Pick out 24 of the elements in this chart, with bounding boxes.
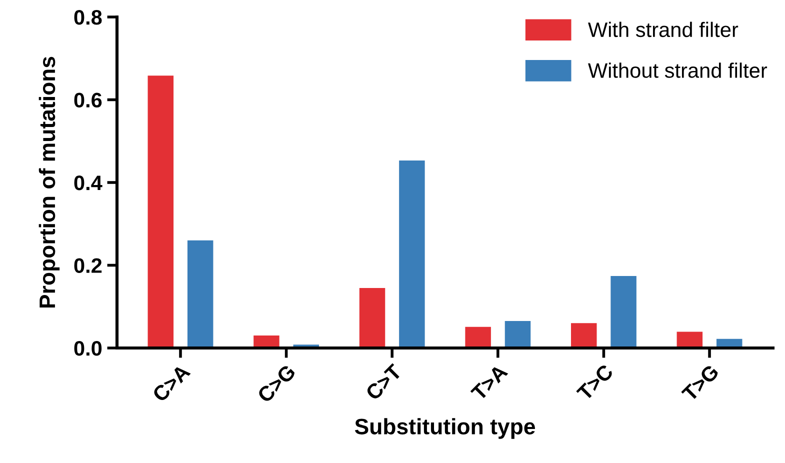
- x-axis-title: Substitution type: [354, 418, 535, 439]
- y-tick-label: 0.2: [74, 258, 102, 274]
- bar: [186, 240, 214, 348]
- y-tick-label: 0.4: [74, 176, 102, 190]
- x-tick-label: C>T: [364, 363, 403, 402]
- y-axis-title: Proportion of mutations: [38, 56, 60, 308]
- bar: [570, 322, 598, 348]
- bar: [504, 320, 532, 348]
- y-tick-label: 0.8: [74, 10, 102, 25]
- y-tick-label: 0.6: [74, 92, 102, 108]
- legend-label: Without strand filter: [588, 62, 768, 78]
- x-tick-label: C>G: [256, 364, 296, 404]
- y-tick-label: 0.0: [74, 341, 102, 356]
- x-tick-label: T>A: [470, 364, 508, 402]
- x-tick-label: T>C: [576, 363, 614, 402]
- x-tick-label: T>G: [681, 364, 720, 402]
- x-tick-label: C>A: [152, 363, 191, 403]
- bar: [610, 275, 638, 348]
- bar: [676, 331, 704, 348]
- bar: [464, 326, 492, 348]
- bar: [358, 287, 386, 348]
- legend-label: With strand filter: [588, 22, 738, 38]
- bar: [398, 160, 426, 348]
- bar: [147, 74, 174, 348]
